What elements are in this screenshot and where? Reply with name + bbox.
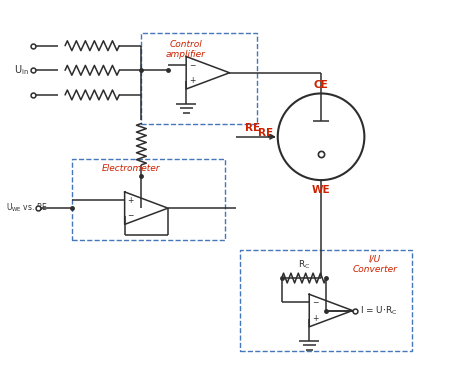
Bar [141, 33, 257, 125]
Text: I = U$\cdot$R$_{\rm C}$: I = U$\cdot$R$_{\rm C}$ [360, 304, 398, 317]
Text: −: − [189, 61, 195, 70]
Bar [73, 159, 225, 240]
Text: +: + [189, 76, 195, 85]
Text: Electrometer: Electrometer [102, 164, 161, 173]
Text: WE: WE [312, 185, 330, 195]
Text: RE: RE [258, 128, 273, 138]
Text: R$_{\rm C}$: R$_{\rm C}$ [298, 258, 310, 271]
Text: −: − [128, 211, 134, 220]
Text: I/U
Converter: I/U Converter [353, 255, 398, 274]
Text: CE: CE [314, 80, 328, 90]
Text: −: − [312, 298, 319, 308]
Text: U$_{\rm WE}$ vs. RE: U$_{\rm WE}$ vs. RE [6, 202, 47, 214]
Text: +: + [312, 314, 319, 323]
Text: Control
amplifier: Control amplifier [166, 40, 206, 59]
Text: RE: RE [246, 123, 261, 133]
Text: +: + [128, 196, 134, 205]
Bar [240, 250, 412, 351]
Text: U$_{\rm in}$: U$_{\rm in}$ [14, 63, 29, 77]
